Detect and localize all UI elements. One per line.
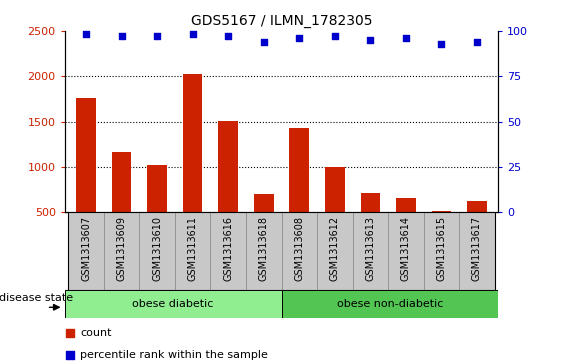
Bar (467, 201, 486, 212)
Point (188, 32, 197, 37)
Bar (325, 167, 345, 212)
Text: GSM1313613: GSM1313613 (365, 216, 376, 281)
Point (65, 352, 74, 358)
Text: GSM1313610: GSM1313610 (152, 216, 162, 281)
Text: GSM1313612: GSM1313612 (330, 216, 340, 281)
Text: GSM1313611: GSM1313611 (187, 216, 198, 281)
Bar (148, 165, 167, 212)
Bar (282, 212, 317, 290)
Title: GDS5167 / ILMN_1782305: GDS5167 / ILMN_1782305 (191, 15, 372, 28)
Bar (183, 74, 203, 212)
Text: percentile rank within the sample: percentile rank within the sample (81, 350, 268, 360)
Point (401, 35, 410, 41)
Bar (218, 121, 238, 212)
Point (295, 35, 304, 41)
Point (82, 32, 91, 37)
Text: GSM1313609: GSM1313609 (117, 216, 127, 281)
Text: GSM1313615: GSM1313615 (436, 216, 446, 281)
Point (153, 33, 162, 39)
Bar (423, 212, 459, 290)
Bar (68, 212, 104, 290)
Bar (104, 212, 140, 290)
Bar (317, 212, 352, 290)
Text: obese non-diabetic: obese non-diabetic (337, 299, 443, 309)
Bar (352, 212, 388, 290)
Bar (175, 212, 211, 290)
Point (65, 331, 74, 337)
Bar (211, 212, 246, 290)
Bar (289, 128, 309, 212)
Text: GSM1313614: GSM1313614 (401, 216, 411, 281)
Point (366, 37, 375, 43)
Bar (65, 290, 282, 318)
Point (437, 41, 446, 46)
Text: GSM1313616: GSM1313616 (223, 216, 233, 281)
Text: GSM1313617: GSM1313617 (472, 216, 482, 281)
Bar (254, 194, 274, 212)
Text: count: count (81, 329, 112, 338)
Text: obese diabetic: obese diabetic (132, 299, 214, 309)
Bar (77, 98, 96, 212)
Text: disease state: disease state (0, 293, 73, 303)
Bar (459, 212, 495, 290)
Bar (396, 198, 415, 212)
Text: GSM1313618: GSM1313618 (259, 216, 269, 281)
Point (259, 39, 268, 45)
Bar (282, 290, 498, 318)
Point (117, 33, 126, 39)
Bar (246, 212, 282, 290)
Bar (388, 212, 423, 290)
Bar (112, 152, 131, 212)
Bar (140, 212, 175, 290)
Point (330, 33, 339, 39)
Text: GSM1313607: GSM1313607 (81, 216, 91, 281)
Bar (432, 211, 451, 212)
Text: GSM1313608: GSM1313608 (294, 216, 304, 281)
Point (472, 39, 481, 45)
Point (224, 33, 233, 39)
Bar (360, 193, 380, 212)
